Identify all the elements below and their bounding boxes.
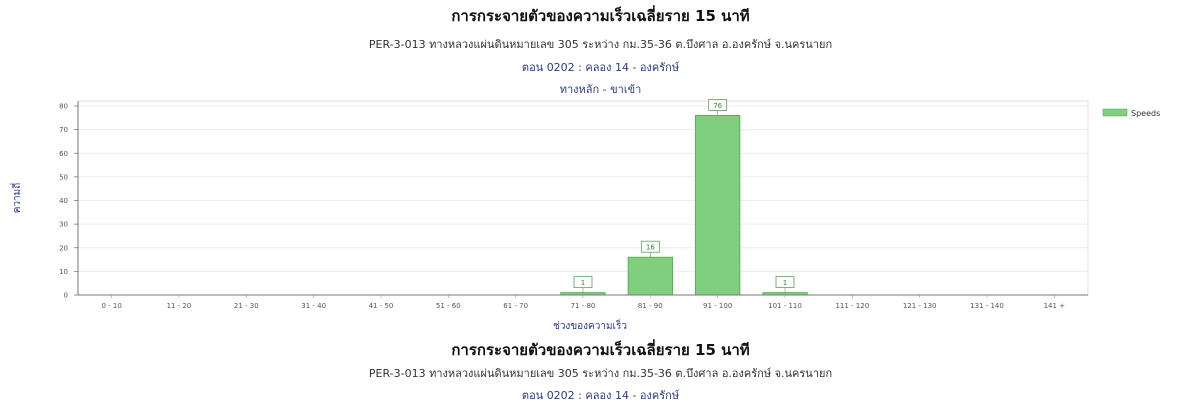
y-tick-label: 50 <box>59 173 68 181</box>
y-tick-label: 30 <box>59 221 68 229</box>
chart-section: ตอน 0202 : คลอง 14 - องครักษ์ <box>521 61 680 74</box>
x-tick-label: 41 - 50 <box>369 302 394 310</box>
legend-swatch-speeds <box>1102 108 1128 117</box>
x-tick-label: 81 - 90 <box>638 302 663 310</box>
data-label-box <box>708 99 728 111</box>
bar-81-90 <box>627 256 673 296</box>
plot-area <box>77 100 1089 296</box>
x-tick-label: 0 - 10 <box>101 302 121 310</box>
y-tick-label: 60 <box>59 150 68 158</box>
y-tick-label: 70 <box>59 126 68 134</box>
chart-direction: ทางหลัก - ขาเข้า <box>559 83 642 96</box>
speed-distribution-chart: 1 16 76 1 0 10 20 30 40 50 60 70 80 0 - 10 11 - 20 21 … <box>9 99 1160 332</box>
legend-label-speeds: Speeds <box>1131 109 1160 118</box>
x-tick-label: 101 - 110 <box>768 302 802 310</box>
x-tick-label: 111 - 120 <box>835 302 869 310</box>
data-label: 1 <box>581 279 585 287</box>
y-tick-label: 20 <box>59 244 68 252</box>
grid-layer <box>78 105 1088 272</box>
footer-title: การกระจายตัวของความเร็วเฉลี่ยราย 15 นาที <box>451 341 750 359</box>
x-tick-label: 51 - 60 <box>436 302 461 310</box>
bar-layer <box>560 115 808 296</box>
x-tick-label: 141 + <box>1044 302 1066 310</box>
chart-title: การกระจายตัวของความเร็วเฉลี่ยราย 15 นาที <box>451 7 750 25</box>
x-tick-label: 131 - 140 <box>970 302 1004 310</box>
data-label: 16 <box>646 244 655 252</box>
y-axis-label: ความถี่ <box>9 183 23 214</box>
x-tick-label: 21 - 30 <box>234 302 259 310</box>
x-tick-label: 91 - 100 <box>703 302 732 310</box>
chart-subtitle: PER-3-013 ทางหลวงแผ่นดินหมายเลข 305 ระหว… <box>368 38 833 51</box>
axis-layer: 0 10 20 30 40 50 60 70 80 0 - 10 11 - 20 21 - 30 31 … <box>59 101 1088 310</box>
x-axis-label: ช่วงของความเร็ว <box>553 318 627 332</box>
data-label: 76 <box>713 102 722 110</box>
data-label: 1 <box>783 279 787 287</box>
label-layer: 1 16 76 1 <box>573 99 795 293</box>
x-tick-label: 31 - 40 <box>301 302 326 310</box>
y-tick-label: 80 <box>59 103 68 111</box>
footer-subtitle: PER-3-013 ทางหลวงแผ่นดินหมายเลข 305 ระหว… <box>368 367 833 380</box>
footer-section: ตอน 0202 : คลอง 14 - องครักษ์ <box>521 389 680 402</box>
x-tick-label: 61 - 70 <box>503 302 528 310</box>
y-tick-label: 0 <box>64 292 68 300</box>
y-tick-label: 10 <box>59 268 68 276</box>
x-tick-label: 121 - 130 <box>903 302 937 310</box>
legend: Speeds <box>1102 108 1160 118</box>
y-tick-label: 40 <box>59 197 68 205</box>
x-tick-label: 11 - 20 <box>167 302 192 310</box>
x-tick-label: 71 - 80 <box>571 302 596 310</box>
bar-91-100 <box>695 115 741 296</box>
